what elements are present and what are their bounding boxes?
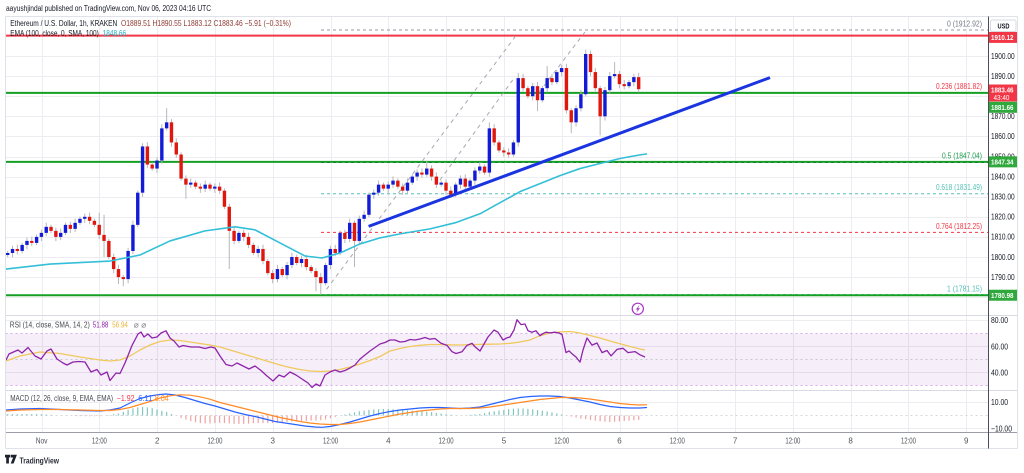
svg-text:6: 6 — [617, 437, 622, 446]
svg-text:12:00: 12:00 — [92, 437, 107, 446]
svg-text:1820.00: 1820.00 — [991, 213, 1015, 222]
svg-text:0.236 (1881.82): 0.236 (1881.82) — [936, 82, 982, 91]
svg-text:USD: USD — [998, 22, 1010, 31]
svg-text:9: 9 — [964, 437, 969, 446]
svg-text:aayushjindal published on Trad: aayushjindal published on TradingView.co… — [6, 4, 211, 13]
svg-text:80.00: 80.00 — [991, 316, 1008, 325]
svg-text:1900.00: 1900.00 — [991, 52, 1015, 61]
svg-text:⌀ ⌀: ⌀ ⌀ — [134, 320, 147, 329]
svg-text:3: 3 — [271, 437, 276, 446]
svg-text:43:40: 43:40 — [994, 95, 1010, 102]
svg-text:12:00: 12:00 — [901, 437, 916, 446]
svg-text:8: 8 — [848, 437, 853, 446]
svg-text:12:00: 12:00 — [207, 437, 222, 446]
svg-text:1830.00: 1830.00 — [991, 193, 1015, 202]
svg-text:−10.00: −10.00 — [991, 424, 1012, 433]
svg-text:12:00: 12:00 — [323, 437, 338, 446]
svg-text:1840.00: 1840.00 — [991, 172, 1015, 181]
svg-text:1883.46: 1883.46 — [991, 85, 1014, 94]
svg-text:1790.00: 1790.00 — [991, 273, 1015, 282]
svg-text:10.00: 10.00 — [991, 398, 1008, 407]
svg-text:O1889.51 H1890.55 L1883.12: O1889.51 H1890.55 L1883.12 C1883.46 −5.9… — [121, 19, 291, 28]
svg-text:0.618 (1831.49): 0.618 (1831.49) — [936, 183, 982, 192]
svg-text:1910.12: 1910.12 — [991, 33, 1014, 42]
svg-text:8.04: 8.04 — [155, 394, 169, 403]
svg-text:0 (1912.92): 0 (1912.92) — [947, 20, 982, 29]
svg-text:12:00: 12:00 — [554, 437, 569, 446]
svg-text:0.5 (1847.04): 0.5 (1847.04) — [942, 152, 982, 161]
svg-text:4: 4 — [386, 437, 391, 446]
svg-text:MACD (12, 26, close, 9, EMA, E: MACD (12, 26, close, 9, EMA, EMA) — [10, 394, 113, 403]
svg-text:1810.00: 1810.00 — [991, 233, 1015, 242]
svg-text:12:00: 12:00 — [670, 437, 685, 446]
svg-text:1848.66: 1848.66 — [103, 29, 127, 38]
svg-text:0.764 (1812.25): 0.764 (1812.25) — [936, 222, 982, 231]
svg-text:1881.66: 1881.66 — [991, 103, 1014, 112]
svg-text:Nov: Nov — [36, 437, 48, 446]
svg-text:12:00: 12:00 — [785, 437, 800, 446]
svg-text:60.00: 60.00 — [991, 342, 1008, 351]
svg-text:Ethereum / U.S. Dollar, 1h, KR: Ethereum / U.S. Dollar, 1h, KRAKEN — [10, 19, 117, 28]
svg-text:2: 2 — [155, 437, 160, 446]
svg-text:12:00: 12:00 — [439, 437, 454, 446]
svg-text:1800.00: 1800.00 — [991, 253, 1015, 262]
svg-text:−1.92: −1.92 — [117, 394, 135, 403]
svg-text:56.94: 56.94 — [112, 320, 128, 329]
svg-text:7: 7 — [733, 437, 738, 446]
svg-text:1870.00: 1870.00 — [991, 112, 1015, 121]
svg-text:1847.34: 1847.34 — [991, 157, 1014, 166]
svg-text:40.00: 40.00 — [991, 368, 1008, 377]
svg-text:1890.00: 1890.00 — [991, 72, 1015, 81]
svg-text:EMA (100, close, 0, SMA, 100): EMA (100, close, 0, SMA, 100) — [10, 29, 99, 38]
svg-text:TradingView: TradingView — [20, 455, 60, 465]
svg-text:1780.98: 1780.98 — [991, 291, 1014, 300]
svg-text:1860.00: 1860.00 — [991, 132, 1015, 141]
svg-text:1 (1781.15): 1 (1781.15) — [947, 285, 982, 294]
svg-text:RSI (14, close, SMA, 14, 2): RSI (14, close, SMA, 14, 2) — [10, 320, 90, 329]
svg-text:5: 5 — [502, 437, 507, 446]
svg-text:51.88: 51.88 — [93, 320, 109, 329]
svg-text:6.11: 6.11 — [138, 394, 153, 403]
